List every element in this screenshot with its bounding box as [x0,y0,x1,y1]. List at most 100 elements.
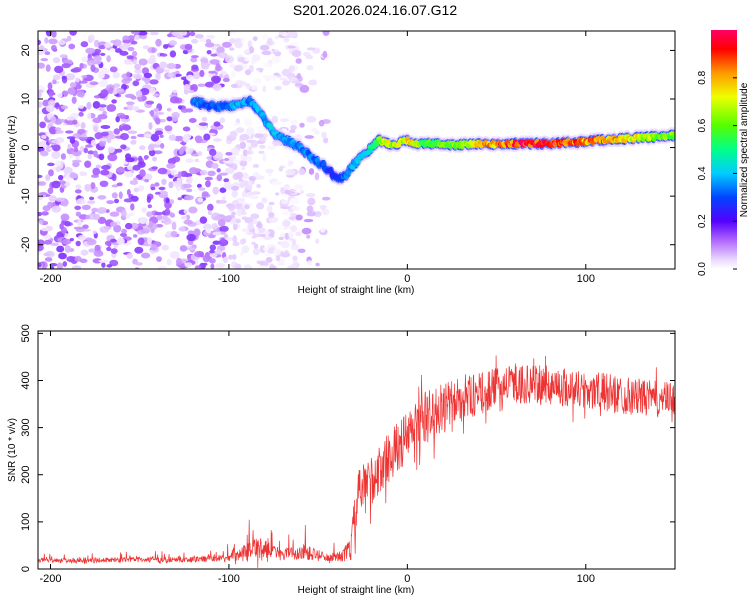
noise-blob [66,136,76,140]
noise-blob [290,243,300,251]
noise-blob [268,201,275,206]
noise-blob [100,169,110,176]
noise-blob [132,50,138,57]
noise-blob [139,217,146,225]
noise-blob [198,124,208,131]
noise-blob [194,250,205,258]
noise-blob [191,55,199,59]
noise-blob [74,205,82,210]
noise-blob [311,128,318,132]
noise-blob [151,47,156,53]
noise-blob [234,80,245,86]
noise-blob [207,203,214,211]
noise-blob [100,89,109,97]
noise-blob [47,82,53,91]
noise-blob [38,110,43,115]
noise-blob [100,67,110,74]
noise-blob [149,87,156,94]
noise-blob [241,228,250,233]
spectrogram-x-tick-label: -100 [218,273,240,285]
noise-blob [132,73,143,80]
noise-blob [246,127,255,135]
noise-blob [248,46,255,54]
noise-blob [141,207,147,213]
noise-blob [143,155,150,159]
noise-blob [185,146,190,153]
noise-blob [323,137,329,144]
noise-blob [91,207,99,213]
noise-blob [234,40,243,49]
noise-blob [273,72,280,76]
noise-blob [80,122,86,129]
noise-blob [75,77,80,83]
noise-blob [69,238,74,242]
colorbar: 0.0 0.2 0.4 0.6 0.8 Normalized spectral ampl… [697,30,750,276]
noise-blob [93,250,104,257]
noise-blob [87,150,95,155]
noise-blob [126,252,133,259]
noise-blob [194,265,202,269]
noise-blob [150,228,155,233]
noise-blob [149,79,159,85]
noise-blob [90,64,96,73]
noise-blob [116,182,123,187]
spectrogram-x-label: Height of straight line (km) [298,285,415,296]
noise-blob [288,237,293,241]
noise-blob [45,174,51,181]
noise-blob [197,83,207,87]
noise-blob [79,171,88,177]
noise-blob [201,116,208,122]
noise-blob [243,264,253,269]
noise-blob [146,211,153,218]
noise-blob [252,163,260,168]
noise-blob [143,72,153,79]
noise-blob [262,74,270,79]
noise-blob [285,191,296,194]
noise-blob [47,201,53,209]
noise-blob [108,134,116,140]
noise-blob [304,135,315,139]
noise-blob [294,184,304,190]
noise-blob [287,31,298,37]
noise-blob [217,52,228,59]
noise-blob [139,169,146,178]
noise-blob [92,101,101,109]
spectrogram-y-tick-label: 0 [20,145,32,151]
noise-blob [294,83,304,87]
noise-blob [256,184,261,188]
noise-blob [236,197,246,203]
noise-blob [239,133,250,141]
noise-blob [157,265,167,269]
snr-y-tick-label: 300 [20,418,32,436]
noise-blob [198,187,206,191]
noise-blob [98,153,105,161]
noise-blob [155,128,164,132]
colorbar-axis: 0.0 0.2 0.4 0.6 0.8 [697,70,737,276]
noise-blob [110,248,118,255]
noise-blob [159,61,168,69]
noise-blob [150,186,156,191]
noise-blob [169,199,174,205]
noise-blob [277,225,285,231]
noise-blob [212,138,222,142]
noise-blob [231,211,237,216]
noise-blob [262,62,272,67]
noise-blob [186,176,193,184]
noise-blob [263,236,273,240]
noise-blob [41,134,47,139]
noise-blob [207,170,216,177]
noise-blob [219,172,228,176]
noise-blob [93,150,98,158]
noise-blob [241,245,250,254]
snr-y-tick-label: 500 [20,324,32,342]
noise-blob [202,254,211,263]
noise-blob [114,198,119,204]
noise-blob [160,53,168,57]
noise-blob [222,256,229,263]
noise-blob [278,166,283,172]
noise-blob [43,252,51,257]
noise-blob [255,67,264,71]
noise-blob [184,195,194,201]
noise-blob [79,145,85,153]
noise-blob [215,63,221,72]
